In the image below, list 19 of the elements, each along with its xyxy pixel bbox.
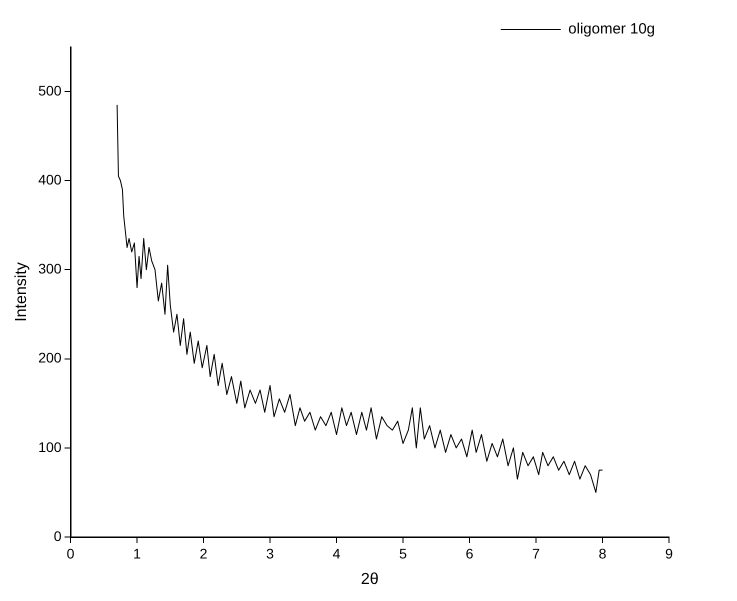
x-tick-label: 5 <box>399 545 408 562</box>
y-axis-title: Intensity <box>13 262 30 322</box>
y-tick-label: 300 <box>38 260 62 277</box>
y-tick-label: 200 <box>38 350 62 366</box>
x-tick-label: 6 <box>466 545 474 562</box>
x-tick-label: 7 <box>532 545 540 562</box>
x-tick-label: 1 <box>133 545 142 562</box>
x-tick-label: 8 <box>598 545 607 562</box>
x-tick-label: 3 <box>266 545 274 562</box>
y-tick-label: 100 <box>38 438 62 455</box>
y-tick-label: 0 <box>54 528 62 544</box>
x-tick-label: 0 <box>66 545 75 562</box>
x-tick-label: 4 <box>332 545 341 562</box>
y-tick-label: 500 <box>38 82 62 98</box>
legend-label: oligomer 10g <box>568 20 655 38</box>
y-tick-label: 400 <box>38 171 62 188</box>
x-axis-title: 2θ <box>360 570 379 588</box>
x-tick-label: 2 <box>200 545 208 562</box>
x-tick-label: 9 <box>665 545 674 562</box>
